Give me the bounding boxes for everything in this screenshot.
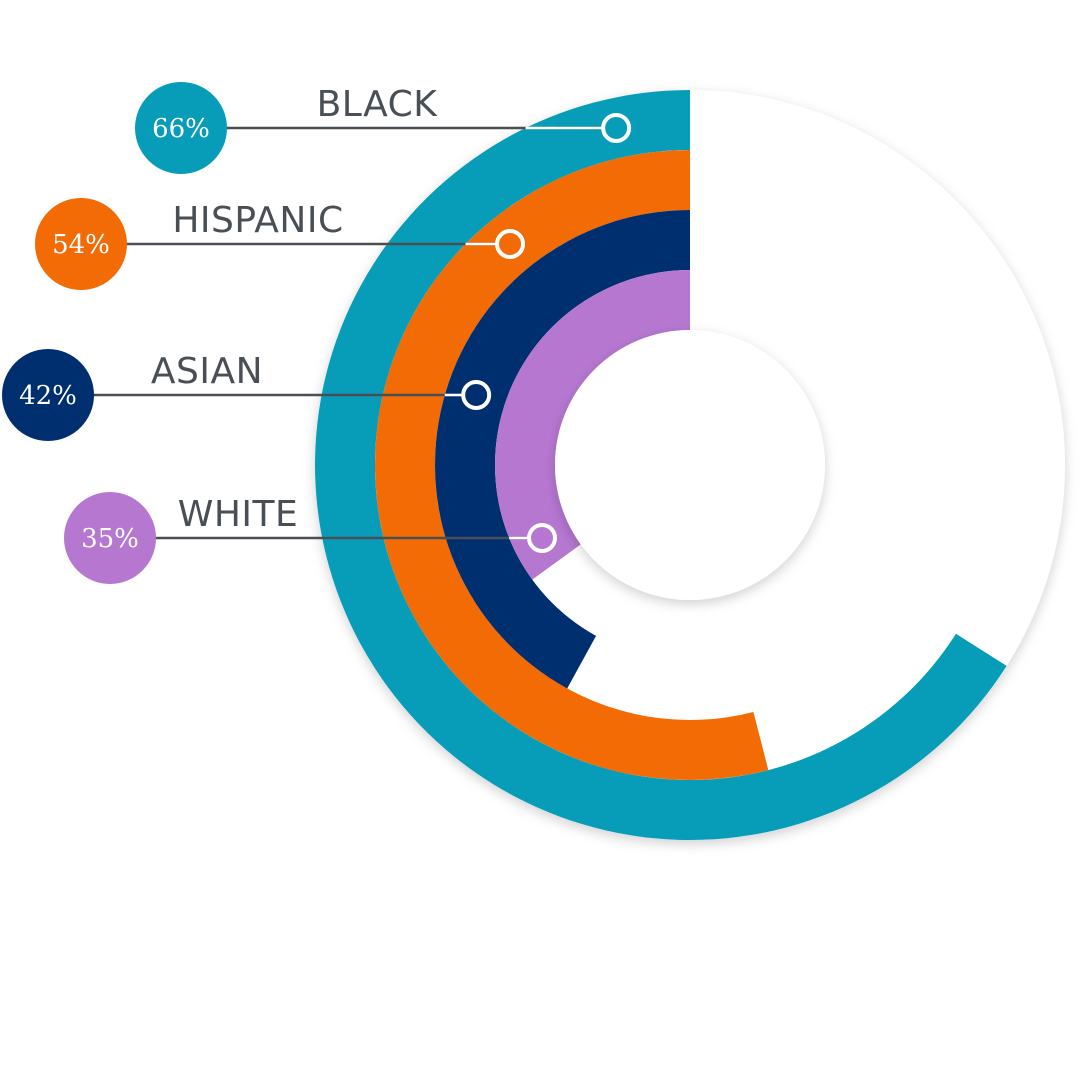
category-label-asian: ASIAN xyxy=(151,351,263,392)
arc-white xyxy=(495,270,690,580)
arc-hispanic xyxy=(375,150,769,780)
category-label-hispanic: HISPANIC xyxy=(172,200,343,241)
inner-disc xyxy=(555,330,825,600)
marker-asian xyxy=(461,380,492,410)
badge-hispanic xyxy=(35,198,127,290)
category-label-white: WHITE xyxy=(178,494,299,535)
ring-arcs xyxy=(315,90,1007,841)
arc-asian xyxy=(435,210,690,689)
marker-black xyxy=(601,113,632,143)
marker-hispanic xyxy=(495,229,526,259)
pct-label-black: 66% xyxy=(152,114,210,144)
pct-label-hispanic: 54% xyxy=(52,230,110,260)
badge-white xyxy=(64,492,156,584)
pct-label-asian: 42% xyxy=(19,381,77,411)
annotations: 66% BLACK 54% HISPANIC 42% ASIAN 35% WHITE xyxy=(2,82,632,584)
badge-asian xyxy=(2,349,94,441)
pct-label-white: 35% xyxy=(81,524,139,554)
marker-white xyxy=(527,523,558,553)
category-label-black: BLACK xyxy=(317,84,439,125)
badge-black xyxy=(135,82,227,174)
